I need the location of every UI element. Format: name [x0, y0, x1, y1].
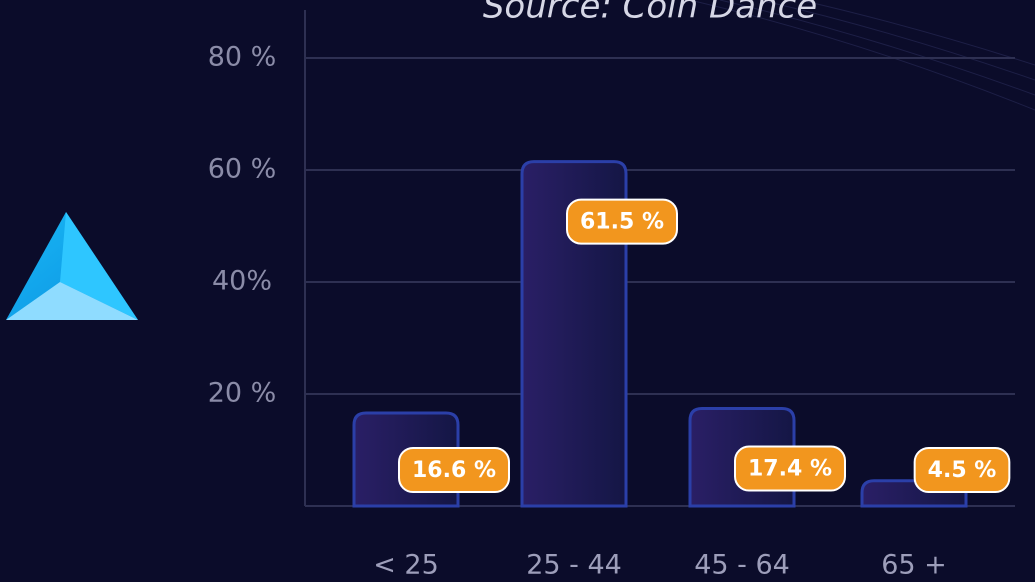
- logo-icon: [6, 212, 138, 320]
- bar: [520, 160, 628, 508]
- wave-decoration: [689, 0, 1035, 111]
- value-label-bg: [566, 198, 678, 245]
- value-label-bg: [913, 447, 1011, 493]
- value-label: 61.5 %: [580, 210, 664, 235]
- y-tick-label: 40%: [212, 266, 272, 297]
- x-tick-label: 25 - 44: [526, 550, 622, 581]
- value-label: 4.5 %: [928, 458, 997, 483]
- y-tick-label: 60 %: [208, 154, 277, 185]
- value-label-bg: [734, 445, 846, 492]
- value-label: 16.6 %: [412, 458, 496, 483]
- x-tick-label: 45 - 64: [694, 550, 790, 581]
- x-tick-label: 65 +: [881, 550, 947, 581]
- value-label-bg: [398, 447, 510, 493]
- x-tick-label: < 25: [373, 550, 439, 581]
- chart-title: Source: Coin Dance: [483, 0, 817, 27]
- value-label: 17.4 %: [748, 457, 832, 482]
- y-tick-label: 80 %: [208, 42, 277, 73]
- y-tick-label: 20 %: [208, 378, 277, 409]
